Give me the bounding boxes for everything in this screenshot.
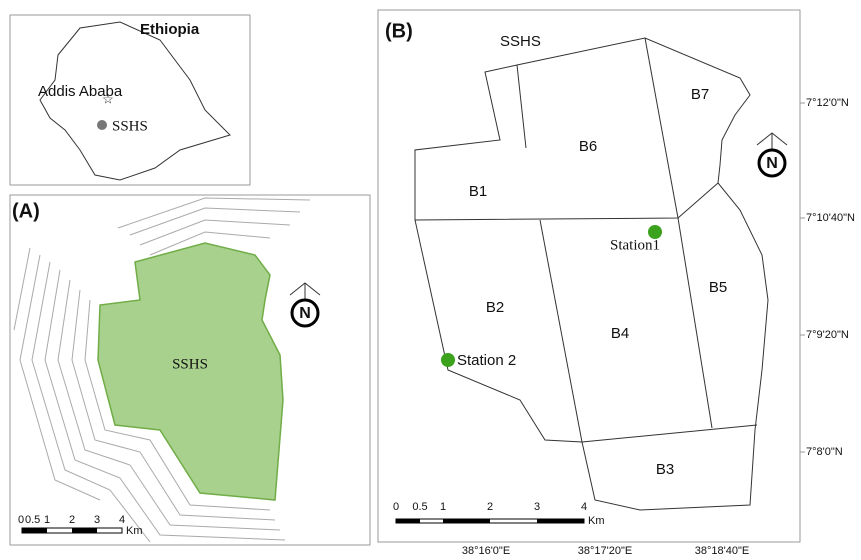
block-label: B3 (656, 461, 674, 478)
capital-star: ☆ (102, 91, 114, 106)
panel-a-site-label: SSHS (172, 356, 208, 372)
inset-site-label: SSHS (112, 118, 148, 134)
panel-b-label: (B) (385, 20, 413, 42)
scale-tick: 1 (440, 501, 446, 513)
scale-unit: Km (126, 525, 143, 537)
latitude-labels: 7°12'0"N 7°10'40"N 7°9'20"N 7°8'0"N (800, 97, 855, 458)
block-label: B7 (691, 86, 709, 103)
lat-label: 7°9'20"N (806, 329, 849, 341)
station-label: Station 2 (457, 352, 516, 369)
block-label: B2 (486, 299, 504, 316)
scale-tick: 0 (18, 514, 24, 526)
scale-bar-a: 0 0.5 1 2 3 4 Km (18, 514, 143, 537)
scale-tick: 3 (94, 514, 100, 526)
scale-tick: 4 (119, 514, 125, 526)
lat-label: 7°12'0"N (806, 97, 849, 109)
lon-label: 38°18'40"E (695, 545, 749, 557)
inset-frame (9, 14, 251, 186)
north-label: N (299, 305, 311, 322)
north-arrow-b: N (756, 132, 788, 178)
station-marker (441, 353, 455, 367)
ethiopia-outline (39, 21, 231, 181)
block-label: B4 (611, 325, 629, 342)
scale-tick: 0 (393, 501, 399, 513)
station-label: Station1 (610, 237, 660, 253)
contour-lines (13, 197, 311, 543)
scale-tick: 1 (44, 514, 50, 526)
panel-a-label: (A) (12, 200, 40, 222)
capital-label: Addis Ababa (38, 83, 123, 100)
sshs-area (97, 242, 284, 501)
longitude-labels: 38°16'0"E 38°17'20"E 38°18'40"E (462, 545, 749, 557)
scale-unit: Km (588, 515, 605, 527)
scale-tick: 3 (534, 501, 540, 513)
lon-label: 38°17'20"E (578, 545, 632, 557)
north-label: N (766, 155, 778, 172)
block-label: B6 (579, 138, 597, 155)
scale-tick: 0.5 (25, 514, 40, 526)
block-boundaries (414, 37, 758, 443)
lat-label: 7°8'0"N (806, 446, 843, 458)
lat-label: 7°10'40"N (806, 212, 855, 224)
scale-tick: 2 (69, 514, 75, 526)
farm-boundary (414, 37, 769, 511)
scale-tick: 2 (487, 501, 493, 513)
country-label: Ethiopia (140, 21, 200, 38)
site-dot (97, 120, 107, 130)
scale-bar-b: 0 0.5 1 2 3 4 Km (393, 501, 605, 527)
panel-b-site-label: SSHS (500, 33, 541, 50)
scale-tick: 4 (581, 501, 587, 513)
station-marker (648, 225, 662, 239)
panel-b-frame (377, 9, 801, 543)
panel-a-frame (9, 194, 371, 546)
scale-tick: 0.5 (412, 501, 427, 513)
lon-label: 38°16'0"E (462, 545, 510, 557)
block-label: B1 (469, 183, 487, 200)
block-label: B5 (709, 279, 727, 296)
north-arrow-a: N (289, 282, 321, 328)
